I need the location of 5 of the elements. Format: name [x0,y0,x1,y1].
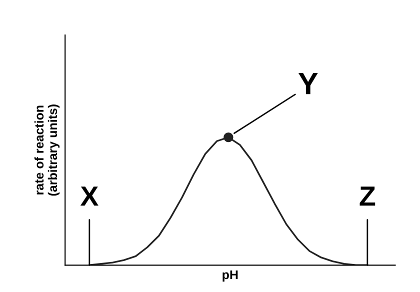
x-axis-title: pH [222,270,238,282]
annotation: X [80,186,98,206]
y-axis-title: rate of reaction (arbitrary units) [34,104,60,196]
text: Y [298,73,318,94]
annotation: Z [360,186,376,206]
